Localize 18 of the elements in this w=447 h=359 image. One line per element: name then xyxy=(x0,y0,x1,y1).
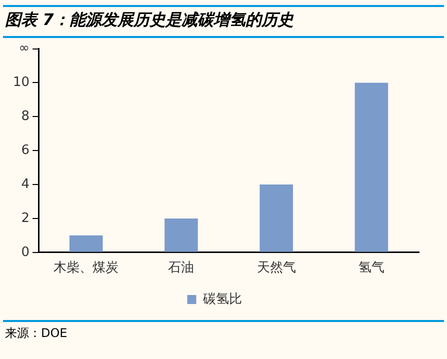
y-tick-label: 0 xyxy=(21,244,30,260)
bar xyxy=(260,184,293,252)
y-tick-label: 2 xyxy=(21,210,30,226)
y-tick-label: 8 xyxy=(21,109,30,124)
y-tick-label: 4 xyxy=(21,176,30,192)
chart-title: 图表 7：能源发展历史是减碳增氢的历史 xyxy=(3,5,444,38)
x-tick-label: 木柴、煤炭 xyxy=(54,260,119,276)
y-tick-label: ∞ xyxy=(18,41,30,56)
bar xyxy=(164,218,198,252)
x-tick-label: 氢气 xyxy=(358,260,384,276)
bar xyxy=(69,235,103,252)
y-tick-label: 10 xyxy=(12,75,30,90)
x-tick-label: 天然气 xyxy=(256,260,296,276)
bar xyxy=(354,82,388,252)
y-tick-label: 6 xyxy=(21,142,30,158)
x-tick-label: 石油 xyxy=(168,260,194,276)
legend-label: 碳氢比 xyxy=(202,292,242,307)
source-note: 来源：DOE xyxy=(3,320,444,345)
